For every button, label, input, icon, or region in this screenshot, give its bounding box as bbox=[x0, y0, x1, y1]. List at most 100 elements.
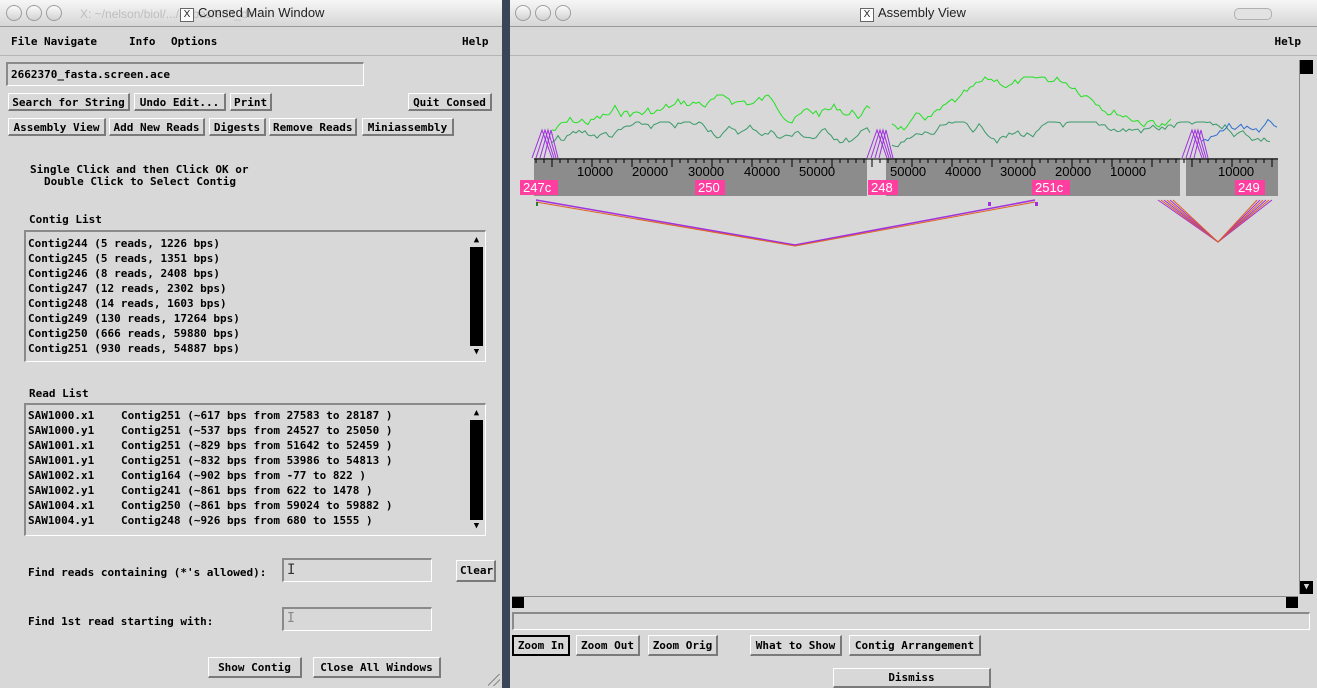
print-button[interactable]: Print bbox=[230, 93, 272, 111]
show-contig-button[interactable]: Show Contig bbox=[208, 657, 302, 678]
dismiss-button[interactable]: Dismiss bbox=[833, 668, 991, 688]
read-info: Contig251 (~617 bps from 27583 to 28187 … bbox=[121, 409, 393, 422]
read-name: SAW1002.y1 bbox=[28, 484, 95, 497]
join-spike bbox=[539, 128, 557, 159]
assembly-canvas[interactable]: 10000 20000 30000 40000 50000 50000 40000 30000… bbox=[512, 60, 1299, 594]
read-name: SAW1004.y1 bbox=[28, 514, 95, 527]
assembly-titlebar[interactable]: X Assembly View bbox=[510, 0, 1317, 27]
join-spike bbox=[1185, 128, 1205, 159]
read-list-item[interactable]: SAW1001.x1 Contig251 (~829 bps from 51642… bbox=[28, 438, 393, 453]
scroll-down-arrow-icon[interactable]: ▼ bbox=[470, 520, 483, 533]
read-list-item[interactable]: SAW1004.x1 Contig250 (~861 bps from 59024… bbox=[28, 498, 393, 513]
text-cursor-icon: I bbox=[287, 562, 296, 578]
join-spike bbox=[535, 128, 555, 159]
tick-label-contig251c: 50000 bbox=[890, 164, 926, 179]
instruction-line-2: Double Click to Select Contig bbox=[44, 175, 237, 188]
read-info: Contig251 (~537 bps from 24527 to 25050 … bbox=[121, 424, 393, 437]
clear-button[interactable]: Clear bbox=[456, 560, 496, 582]
scroll-down-arrow-icon[interactable]: ▼ bbox=[470, 346, 483, 359]
assembly-graphic: 10000 20000 30000 40000 50000 50000 40000 30000… bbox=[520, 76, 1278, 247]
zoom-out-button[interactable]: Zoom Out bbox=[576, 635, 640, 656]
contig-list-item[interactable]: Contig248 (14 reads, 1603 bps) bbox=[28, 297, 227, 310]
status-field bbox=[512, 612, 1310, 630]
join-spike bbox=[543, 129, 559, 159]
contig-list-item[interactable]: Contig251 (930 reads, 54887 bps) bbox=[28, 342, 240, 355]
scroll-up-arrow-icon[interactable]: ▲ bbox=[470, 407, 483, 420]
scroll-down-arrow-icon[interactable]: ▼ bbox=[1300, 581, 1313, 594]
zoom-window-button[interactable] bbox=[46, 5, 62, 21]
read-list-item[interactable]: SAW1000.x1 Contig251 (~617 bps from 27583… bbox=[28, 408, 393, 423]
read-list-scrollbar[interactable]: ▲ ▼ bbox=[470, 407, 483, 533]
contig-list[interactable]: Contig244 (5 reads, 1226 bps) Contig245 … bbox=[24, 230, 486, 362]
read-pair-link bbox=[535, 201, 1036, 247]
find-first-read-input[interactable]: I bbox=[282, 607, 432, 631]
coverage-trace-blue bbox=[1201, 118, 1278, 142]
zoom-in-button[interactable]: Zoom In bbox=[512, 635, 570, 656]
contig-list-scrollbar[interactable]: ▲ ▼ bbox=[470, 234, 483, 359]
contig-list-label: Contig List bbox=[29, 213, 102, 226]
scroll-left-arrow-icon[interactable] bbox=[512, 597, 524, 608]
what-to-show-button[interactable]: What to Show bbox=[750, 635, 842, 656]
contig-list-item[interactable]: Contig245 (5 reads, 1351 bps) bbox=[28, 252, 221, 265]
read-list-item[interactable]: SAW1000.y1 Contig251 (~537 bps from 24527… bbox=[28, 423, 393, 438]
close-all-windows-button[interactable]: Close All Windows bbox=[313, 657, 441, 678]
read-name: SAW1000.y1 bbox=[28, 424, 95, 437]
resize-grip-icon[interactable] bbox=[488, 674, 500, 686]
assembly-vertical-scrollbar[interactable]: ▼ bbox=[1299, 60, 1313, 594]
tick-label-contig251c: 30000 bbox=[1000, 164, 1036, 179]
contig-list-item[interactable]: Contig244 (5 reads, 1226 bps) bbox=[28, 237, 221, 250]
window-toggle-icon[interactable] bbox=[1234, 8, 1272, 20]
close-window-button[interactable] bbox=[6, 5, 22, 21]
coverage-trace-dark bbox=[551, 121, 871, 144]
menu-help[interactable]: Help bbox=[1274, 35, 1302, 48]
read-list[interactable]: SAW1000.x1 Contig251 (~617 bps from 27583… bbox=[24, 403, 486, 536]
assembly-view-button[interactable]: Assembly View bbox=[8, 118, 106, 136]
menu-help[interactable]: Help bbox=[462, 35, 489, 48]
contig-tag-label: 248 bbox=[871, 180, 893, 195]
scroll-thumb[interactable] bbox=[1300, 60, 1313, 74]
contig-list-item[interactable]: Contig249 (130 reads, 17264 bps) bbox=[28, 312, 240, 325]
minimize-window-button[interactable] bbox=[26, 5, 42, 21]
zoom-orig-button[interactable]: Zoom Orig bbox=[648, 635, 718, 656]
read-name: SAW1000.x1 bbox=[28, 409, 95, 422]
find-reads-input[interactable]: I bbox=[282, 558, 432, 582]
read-list-item[interactable]: SAW1001.y1 Contig251 (~832 bps from 53986… bbox=[28, 453, 393, 468]
menu-options[interactable]: Options bbox=[171, 35, 218, 48]
instruction-line-1: Single Click and then Click OK or bbox=[30, 163, 249, 176]
window-gap bbox=[502, 0, 510, 688]
miniassembly-button[interactable]: Miniassembly bbox=[362, 118, 454, 136]
quit-consed-button[interactable]: Quit Consed bbox=[408, 93, 492, 111]
zoom-window-button[interactable] bbox=[555, 5, 571, 21]
read-list-item[interactable]: SAW1004.y1 Contig248 (~926 bps from 680 t… bbox=[28, 513, 373, 528]
contig-list-item[interactable]: Contig246 (8 reads, 2408 bps) bbox=[28, 267, 221, 280]
scroll-right-arrow-icon[interactable] bbox=[1286, 597, 1298, 608]
add-new-reads-button[interactable]: Add New Reads bbox=[109, 118, 205, 136]
menu-file[interactable]: File bbox=[11, 35, 38, 48]
main-menubar: File Navigate Info Options Help bbox=[0, 27, 502, 56]
remove-reads-button[interactable]: Remove Reads bbox=[269, 118, 357, 136]
assembly-horizontal-scrollbar[interactable] bbox=[512, 596, 1298, 608]
undo-edit-button[interactable]: Undo Edit... bbox=[134, 93, 226, 111]
contig-list-item[interactable]: Contig250 (666 reads, 59880 bps) bbox=[28, 327, 240, 340]
read-list-label: Read List bbox=[29, 387, 89, 400]
read-list-item[interactable]: SAW1002.x1 Contig164 (~902 bps from -77 t… bbox=[28, 468, 366, 483]
contig-list-item[interactable]: Contig247 (12 reads, 2302 bps) bbox=[28, 282, 227, 295]
menu-navigate[interactable]: Navigate bbox=[44, 35, 97, 48]
join-spike bbox=[1193, 129, 1209, 159]
background-window-title: X: ~/nelson/biol/.../abbas/edit_dir bbox=[80, 7, 255, 21]
read-name: SAW1004.x1 bbox=[28, 499, 95, 512]
main-titlebar[interactable]: X: ~/nelson/biol/.../abbas/edit_dir X Con… bbox=[0, 0, 502, 27]
menu-info[interactable]: Info bbox=[129, 35, 156, 48]
read-info: Contig248 (~926 bps from 680 to 1555 ) bbox=[121, 514, 373, 527]
contig-arrangement-button[interactable]: Contig Arrangement bbox=[849, 635, 981, 656]
main-window-title: X Consed Main Window bbox=[180, 5, 324, 22]
read-list-item[interactable]: SAW1002.y1 Contig241 (~861 bps from 622 t… bbox=[28, 483, 373, 498]
digests-button[interactable]: Digests bbox=[209, 118, 266, 136]
scroll-up-arrow-icon[interactable]: ▲ bbox=[470, 234, 483, 247]
search-for-string-button[interactable]: Search for String bbox=[8, 93, 130, 111]
consed-main-window: X: ~/nelson/biol/.../abbas/edit_dir X Con… bbox=[0, 0, 502, 688]
contig-tag-box bbox=[520, 180, 558, 195]
close-window-button[interactable] bbox=[515, 5, 531, 21]
contig-tag-box bbox=[1235, 180, 1265, 195]
minimize-window-button[interactable] bbox=[535, 5, 551, 21]
